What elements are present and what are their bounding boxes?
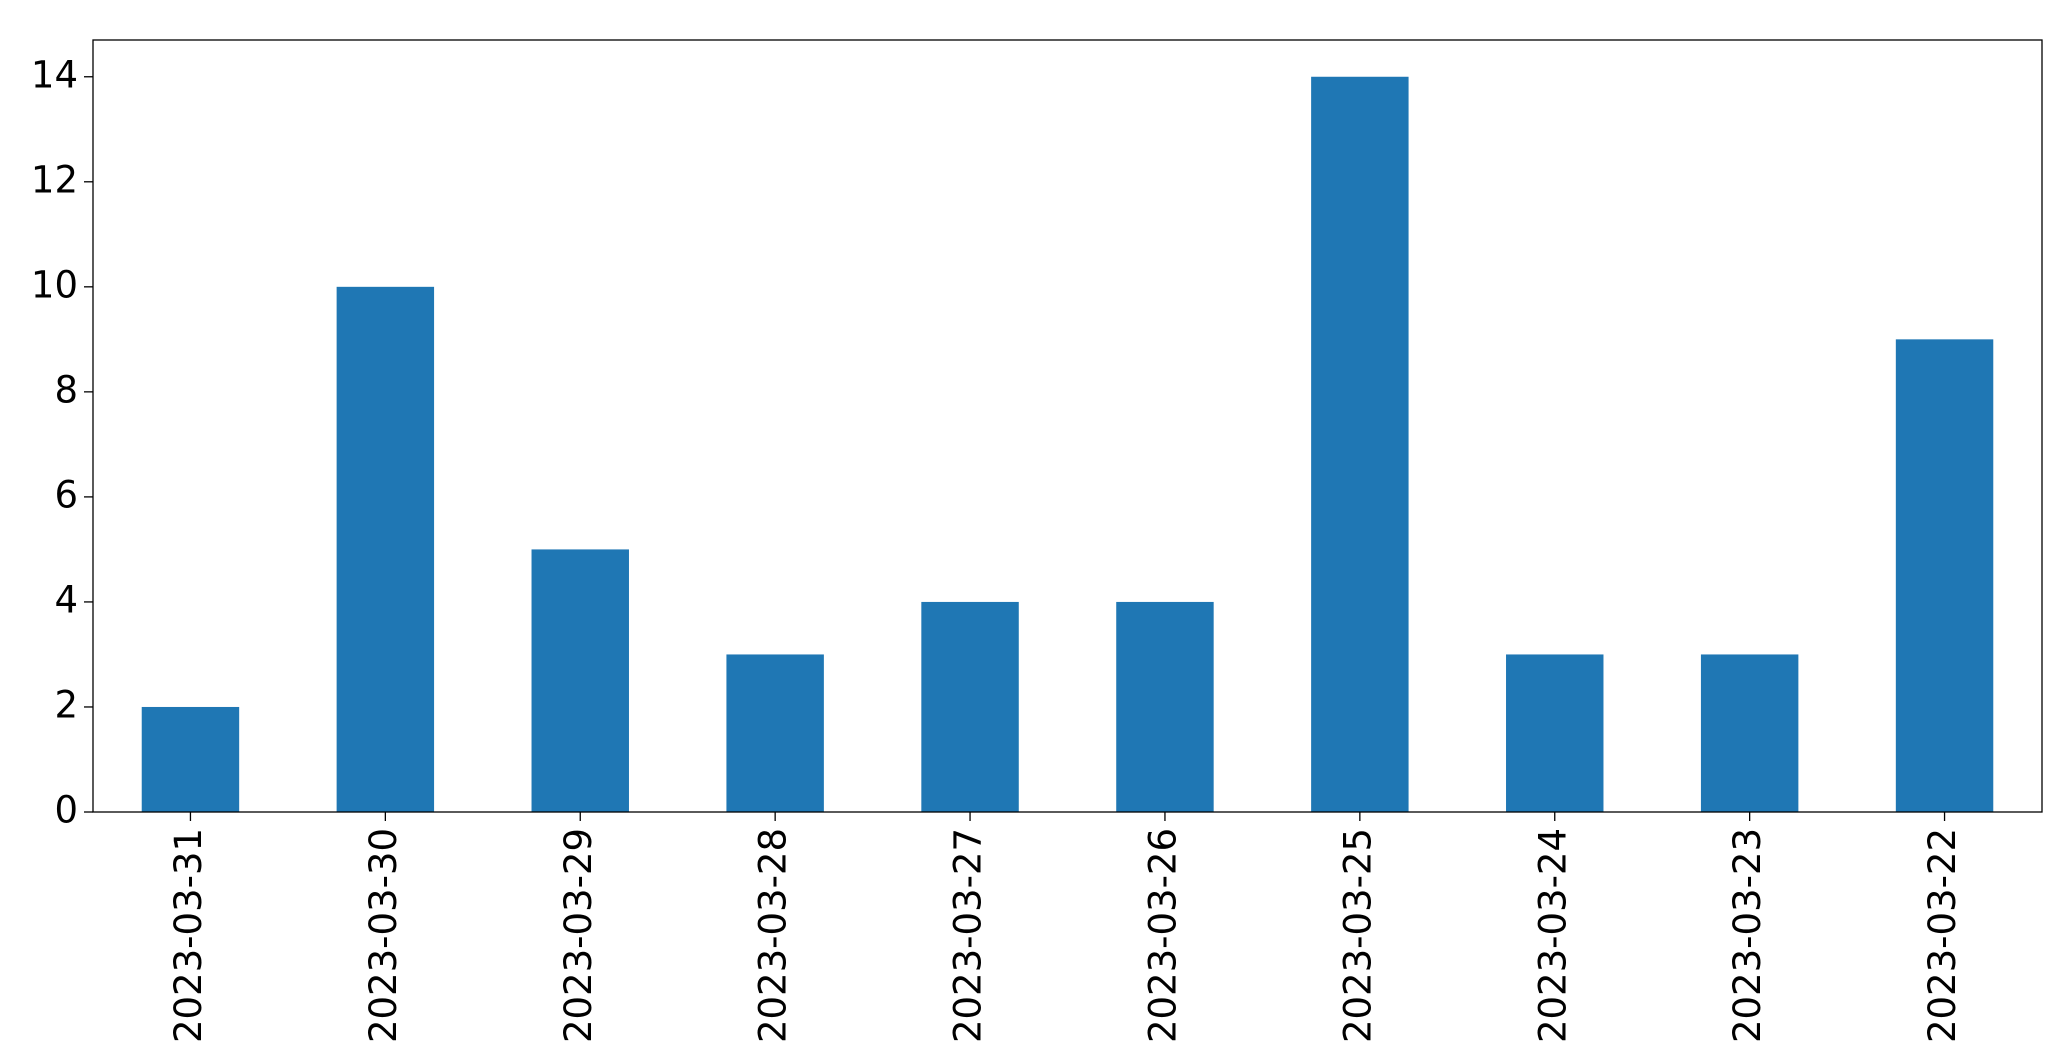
bar: [531, 549, 629, 812]
bar: [921, 601, 1019, 812]
y-tick-label: 8: [54, 368, 78, 411]
plot-frame: [92, 39, 2043, 813]
x-tick-label: 2023-03-26: [1141, 828, 1184, 1043]
x-tick-label: 2023-03-30: [362, 828, 405, 1043]
bar: [1506, 654, 1604, 812]
x-tick-label: 2023-03-24: [1531, 828, 1574, 1043]
y-tick-label: 6: [54, 473, 78, 516]
y-tick-label: 10: [31, 263, 78, 306]
y-tick-label: 4: [54, 578, 78, 621]
x-tick-label: 2023-03-31: [167, 828, 210, 1043]
y-tick-label: 2: [54, 683, 78, 726]
x-tick-label: 2023-03-27: [947, 828, 990, 1043]
x-tick-label: 2023-03-22: [1921, 828, 1964, 1043]
x-tick-label: 2023-03-25: [1336, 828, 1379, 1043]
y-tick-label: 0: [54, 789, 78, 832]
bar: [726, 654, 824, 812]
y-tick-label: 12: [31, 158, 78, 201]
x-tick-label: 2023-03-29: [557, 828, 600, 1043]
bar: [336, 286, 435, 812]
y-tick-label: 14: [31, 53, 78, 96]
bar: [141, 706, 240, 812]
bar: [1116, 601, 1214, 812]
x-tick-label: 2023-03-23: [1726, 828, 1769, 1043]
bar: [1311, 76, 1409, 812]
bar: [1700, 654, 1799, 812]
bar: [1895, 339, 1994, 812]
x-tick-label: 2023-03-28: [752, 828, 795, 1043]
